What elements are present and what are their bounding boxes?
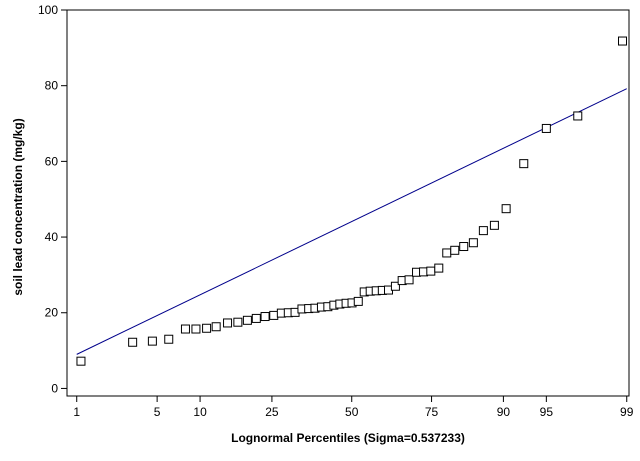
data-point [242, 315, 252, 325]
data-point [147, 336, 157, 346]
data-point [519, 159, 529, 169]
y-tick-label: 60 [45, 154, 59, 168]
data-point [223, 318, 233, 328]
data-point [128, 337, 138, 347]
data-point [404, 275, 414, 285]
data-point [251, 313, 261, 323]
data-point [434, 263, 444, 273]
y-axis-title: soil lead concentration (mg/kg) [11, 118, 25, 295]
y-tick-label: 80 [45, 79, 59, 93]
x-tick-label: 10 [193, 405, 207, 419]
data-point [260, 312, 270, 322]
data-point [501, 204, 511, 214]
data-point [442, 248, 452, 258]
x-tick-label: 50 [345, 405, 359, 419]
x-tick-label: 75 [425, 405, 439, 419]
data-point [478, 226, 488, 236]
x-tick-label: 1 [73, 405, 80, 419]
x-tick-label: 90 [497, 405, 511, 419]
lognormal-fit-line [76, 88, 627, 355]
x-tick-label: 95 [540, 405, 554, 419]
data-point [211, 322, 221, 332]
x-axis: 1 5 10 25 50 75 90 95 99 [73, 396, 634, 419]
plot-frame [66, 9, 630, 397]
y-tick-label: 40 [45, 230, 59, 244]
data-point [618, 36, 628, 46]
data-points [76, 36, 628, 366]
data-point [269, 310, 279, 320]
data-point [489, 220, 499, 230]
data-point [180, 324, 190, 334]
data-point [426, 266, 436, 276]
data-point [459, 242, 469, 252]
data-point [468, 238, 478, 248]
data-point [191, 324, 201, 334]
fit-line-layer [76, 88, 627, 355]
data-point [233, 317, 243, 327]
data-point [202, 323, 212, 333]
y-tick-label: 0 [51, 381, 58, 395]
x-tick-label: 25 [265, 405, 279, 419]
data-point [450, 245, 460, 255]
x-tick-label: 99 [620, 405, 634, 419]
data-point [390, 281, 400, 291]
y-tick-label: 100 [38, 3, 58, 17]
data-point [541, 123, 551, 133]
x-tick-label: 5 [154, 405, 161, 419]
data-point [353, 296, 363, 306]
data-point [76, 356, 86, 366]
data-point [164, 334, 174, 344]
y-axis: 0 20 40 60 80 100 [38, 3, 67, 395]
data-point [573, 111, 583, 121]
x-axis-title: Lognormal Percentiles (Sigma=0.537233) [231, 431, 465, 445]
y-tick-label: 20 [45, 306, 59, 320]
